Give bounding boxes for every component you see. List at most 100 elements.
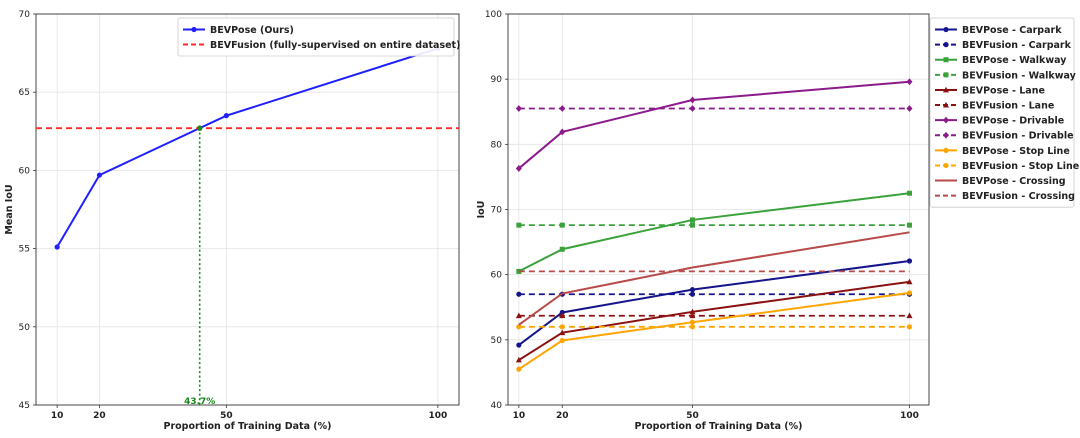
chart-panel-1: 45 50 55 60 65 70 10 20 50 100 Proportion of Train… xyxy=(4,10,460,432)
series-bevpose-walkway xyxy=(516,190,912,274)
y-tick-label: 50 xyxy=(491,336,503,346)
series-bevpose-ours- xyxy=(54,45,441,250)
data-point xyxy=(559,105,566,112)
data-point xyxy=(689,287,696,293)
data-point xyxy=(689,96,696,104)
series-bevpose-drivable xyxy=(515,78,913,172)
legend: BEVPose (Ours) BEVFusion (fully-supervise… xyxy=(177,17,460,57)
y-tick-label: 65 xyxy=(19,88,30,98)
y-axis-label: IoU xyxy=(476,201,487,219)
data-point xyxy=(906,258,913,264)
y-tick-label: 70 xyxy=(491,206,503,216)
series-bevpose-crossing xyxy=(518,231,910,326)
series-line xyxy=(56,47,439,248)
data-point xyxy=(559,309,565,316)
series-bevfusion-carpark xyxy=(516,291,913,297)
x-tick-label: 100 xyxy=(428,411,447,421)
legend-marker xyxy=(943,72,949,78)
legend-marker xyxy=(943,116,949,124)
data-point xyxy=(906,105,913,112)
data-point xyxy=(516,324,522,330)
series-bevpose-stop-line xyxy=(516,290,913,372)
y-tick-label: 55 xyxy=(19,245,30,255)
x-tick-label: 20 xyxy=(556,411,569,421)
data-point xyxy=(559,324,565,330)
legend-marker xyxy=(943,57,949,63)
data-point xyxy=(559,312,566,319)
legend-label: BEVPose (Ours) xyxy=(210,25,294,36)
x-tick-label: 100 xyxy=(900,411,919,421)
legend-label: BEVFusion - Lane xyxy=(962,100,1054,111)
legend-label: BEVPose - Lane xyxy=(962,85,1045,96)
series-bevfusion-walkway xyxy=(516,222,912,228)
y-tick-label: 70 xyxy=(19,10,31,20)
data-point xyxy=(516,222,522,228)
data-point xyxy=(559,246,565,252)
legend-label: BEVPose - Crossing xyxy=(962,176,1066,187)
x-tick-label: 50 xyxy=(686,411,699,421)
y-tick-label: 50 xyxy=(19,323,31,333)
legend-label: BEVFusion - Crossing xyxy=(962,191,1075,202)
series-line xyxy=(518,80,910,170)
chart-panel-2: 40 50 60 70 80 90 100 10 20 50 100 Proportion of Tr… xyxy=(476,10,1079,432)
plot-frame xyxy=(35,13,460,406)
data-point xyxy=(906,78,913,86)
data-point xyxy=(689,222,695,228)
legend: BEVPose - Carpark BEVFusion - Carpark BEVP… xyxy=(929,17,1079,208)
data-point xyxy=(906,190,912,196)
series-line xyxy=(518,192,910,273)
series-line xyxy=(518,291,910,370)
data-point xyxy=(54,244,60,250)
series-bevpose-lane xyxy=(515,278,913,363)
data-point xyxy=(559,222,565,228)
series-bevfusion-stop-line xyxy=(516,324,913,330)
annotation-point xyxy=(196,125,203,131)
series-line xyxy=(518,231,910,326)
legend-box xyxy=(177,17,455,57)
data-point xyxy=(515,165,522,172)
data-point xyxy=(515,312,522,319)
data-point xyxy=(223,113,229,119)
data-point xyxy=(906,278,913,285)
legend-label: BEVFusion - Walkway xyxy=(962,70,1077,81)
series-bevpose-carpark xyxy=(516,258,913,348)
data-point xyxy=(906,290,913,296)
y-tick-label: 45 xyxy=(19,401,30,411)
data-point xyxy=(906,324,913,330)
data-point xyxy=(906,222,912,228)
legend-marker xyxy=(943,101,949,108)
y-tick-label: 90 xyxy=(491,75,503,85)
data-point xyxy=(516,342,522,348)
legend-label: BEVPose - Drivable xyxy=(962,116,1064,127)
data-point xyxy=(559,128,566,136)
x-tick-label: 20 xyxy=(93,411,106,421)
x-axis-label: Proportion of Training Data (%) xyxy=(164,421,332,432)
series-line xyxy=(518,280,910,361)
legend-label: BEVPose - Stop Line xyxy=(962,146,1070,157)
x-tick-label: 50 xyxy=(220,411,233,421)
data-point xyxy=(689,217,695,223)
y-tick-label: 100 xyxy=(485,10,502,20)
data-point xyxy=(516,366,522,372)
series-line xyxy=(518,259,910,346)
data-point xyxy=(515,356,522,363)
x-tick-label: 10 xyxy=(513,411,526,421)
y-tick-label: 80 xyxy=(491,140,503,150)
x-tick-label: 10 xyxy=(51,411,64,421)
data-point xyxy=(689,319,696,325)
y-tick-label: 60 xyxy=(19,166,31,176)
data-point xyxy=(689,324,696,330)
legend-label: BEVPose - Carpark xyxy=(962,25,1062,36)
data-point xyxy=(96,172,103,178)
legend-marker xyxy=(943,42,949,48)
annotation-label: 43.7% xyxy=(184,397,215,407)
x-axis-label: Proportion of Training Data (%) xyxy=(635,421,803,432)
legend-label: BEVFusion - Carpark xyxy=(962,40,1072,51)
data-point xyxy=(689,105,696,112)
data-point xyxy=(559,337,565,344)
y-axis-label: Mean IoU xyxy=(4,184,15,234)
series-bevfusion-drivable xyxy=(515,105,913,112)
data-point xyxy=(906,312,913,319)
legend-label: BEVFusion - Stop Line xyxy=(962,161,1079,172)
series-bevfusion-lane xyxy=(515,312,913,319)
